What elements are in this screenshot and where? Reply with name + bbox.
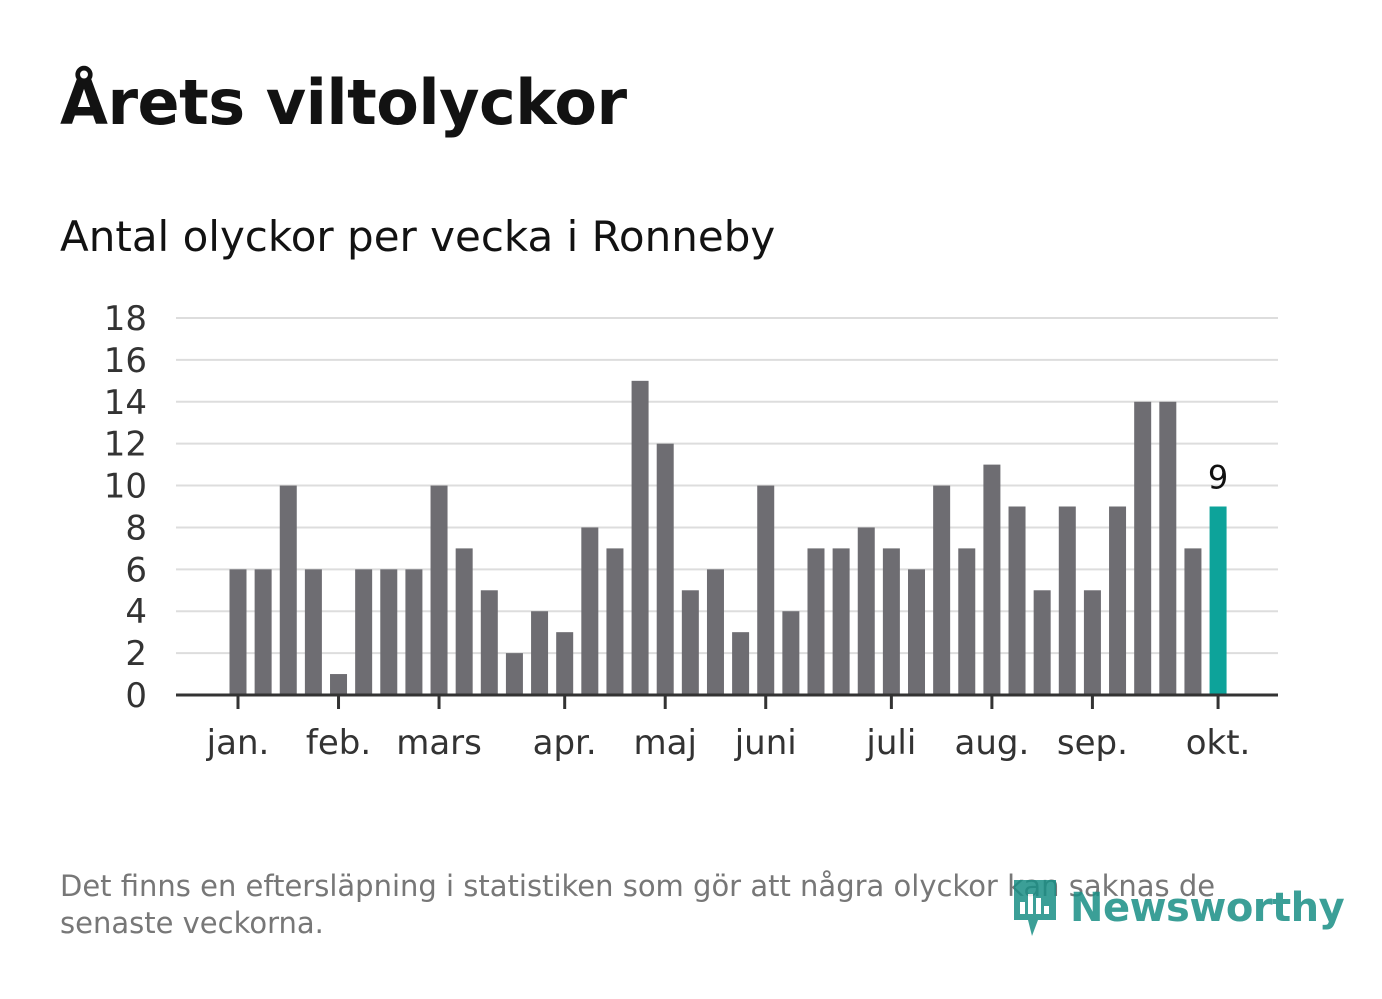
x-tick-label: feb. xyxy=(306,723,371,763)
y-tick-label: 0 xyxy=(125,676,147,716)
bar xyxy=(958,548,976,695)
newsworthy-logo: Newsworthy xyxy=(1010,876,1345,940)
bar xyxy=(983,464,1001,695)
brand-name: Newsworthy xyxy=(1070,885,1345,931)
bar xyxy=(455,548,473,695)
bar xyxy=(505,653,523,695)
bar xyxy=(304,569,322,695)
chart-subtitle: Antal olyckor per vecka i Ronneby xyxy=(60,212,776,261)
bar xyxy=(581,527,599,695)
bar xyxy=(254,569,272,695)
x-tick-label: aug. xyxy=(955,723,1030,763)
bar xyxy=(1109,506,1127,695)
bar xyxy=(807,548,825,695)
bar xyxy=(908,569,926,695)
y-tick-label: 8 xyxy=(125,508,147,548)
bar xyxy=(1083,590,1101,695)
bar-chart-speech-icon xyxy=(1014,880,1056,936)
gridlines xyxy=(176,317,1278,655)
y-tick-label: 16 xyxy=(104,341,147,381)
bar xyxy=(757,485,775,695)
x-tick-label: juni xyxy=(734,723,797,763)
y-tick-label: 4 xyxy=(125,592,147,632)
y-tick-label: 10 xyxy=(104,467,147,507)
bar xyxy=(1008,506,1026,695)
bar xyxy=(229,569,247,695)
y-tick-label: 6 xyxy=(125,550,147,590)
bar xyxy=(656,443,674,695)
bar xyxy=(706,569,724,695)
x-tick-label: juli xyxy=(865,723,916,763)
bar xyxy=(531,611,549,695)
x-tick-label: mars xyxy=(396,723,482,763)
y-tick-label: 2 xyxy=(125,634,147,674)
bar xyxy=(1058,506,1076,695)
bars xyxy=(229,380,1227,695)
highlight-value-label: 9 xyxy=(1208,459,1228,497)
bar xyxy=(355,569,373,695)
bar xyxy=(380,569,398,695)
bar xyxy=(782,611,800,695)
y-tick-label: 14 xyxy=(104,383,147,423)
bar xyxy=(330,674,348,695)
bar xyxy=(556,632,574,695)
x-tick-label: sep. xyxy=(1057,723,1128,763)
bar xyxy=(1184,548,1202,695)
bar xyxy=(681,590,699,695)
x-tick-label: okt. xyxy=(1186,723,1251,763)
bar xyxy=(1159,401,1177,695)
bar xyxy=(933,485,951,695)
x-tick-label: maj xyxy=(634,723,697,763)
y-tick-label: 12 xyxy=(104,425,147,465)
bar xyxy=(1033,590,1051,695)
bar xyxy=(631,380,649,695)
bar-highlight xyxy=(1209,506,1227,695)
bar xyxy=(832,548,850,695)
bar xyxy=(430,485,448,695)
bar xyxy=(405,569,423,695)
x-axis-ticks: jan. feb. mars apr. maj juni juli aug. sep. okt. xyxy=(206,695,1251,763)
chart-title: Årets viltolyckor xyxy=(60,66,627,139)
bar xyxy=(279,485,297,695)
bar xyxy=(882,548,900,695)
x-tick-label: jan. xyxy=(206,723,270,763)
bar xyxy=(857,527,875,695)
bar xyxy=(1134,401,1152,695)
x-tick-label: apr. xyxy=(533,723,597,763)
bar xyxy=(606,548,624,695)
y-tick-label: 18 xyxy=(104,299,147,339)
bar xyxy=(480,590,498,695)
bar xyxy=(732,632,750,695)
